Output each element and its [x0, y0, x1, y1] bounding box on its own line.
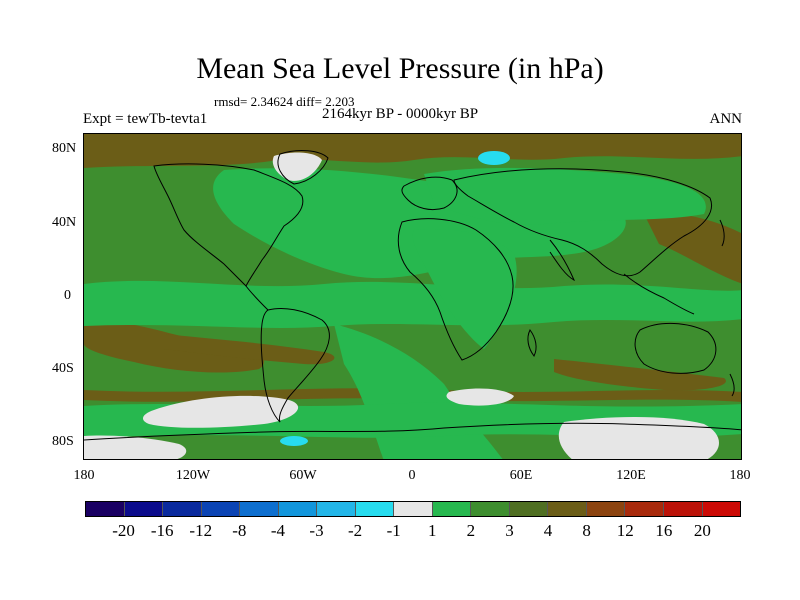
eurasia-green: [424, 167, 706, 225]
pressure-map: [83, 133, 742, 460]
southwest-white-patch: [84, 435, 187, 459]
asia-coast: [453, 168, 712, 277]
colorbar-swatch: [702, 502, 741, 516]
colorbar-swatch: [240, 502, 279, 516]
colorbar-label: -8: [232, 521, 247, 540]
central-america-coast: [245, 285, 269, 311]
stats-label: rmsd= 2.34624 diff= 2.203: [214, 94, 355, 109]
x-tick-180-west: 180: [73, 468, 95, 483]
colorbar-label: 3: [505, 521, 514, 540]
colorbar-swatch: [124, 502, 164, 516]
colorbar-label: 4: [543, 521, 553, 540]
arctic-cyan-patch: [478, 151, 510, 165]
europe-coast: [401, 176, 458, 211]
south-pacific-white-patch: [142, 395, 299, 428]
x-tick-180-east: 180: [729, 468, 751, 483]
colorbar-swatch: [394, 502, 433, 516]
colorbar-swatch: [586, 502, 626, 516]
colorbar-swatch: [163, 502, 202, 516]
colorbar-swatch: [509, 502, 549, 516]
experiment-label: Expt = tewTb-tevta1: [83, 111, 208, 127]
colorbar-label: 20: [693, 521, 711, 540]
colorbar-label: 1: [428, 521, 437, 540]
plot-title: Mean Sea Level Pressure (in hPa): [196, 52, 604, 85]
madagascar-coast: [527, 329, 537, 357]
colorbar-swatch: [625, 502, 664, 516]
season-label: ANN: [709, 111, 743, 127]
x-tick-0: 0: [408, 468, 416, 483]
y-tick-40s: 40S: [52, 361, 74, 376]
new-zealand-coast: [729, 373, 735, 397]
australia-coast: [634, 322, 717, 374]
colorbar-label: -20: [112, 521, 135, 540]
colorbar-label: 16: [655, 521, 673, 540]
colorbar-label: 8: [582, 521, 591, 540]
southeast-asia-coast: [623, 273, 695, 315]
colorbar-swatch: [278, 502, 318, 516]
colorbar-label: -12: [189, 521, 213, 540]
japan-coast: [719, 219, 725, 247]
greenland-coast: [277, 150, 329, 185]
x-tick-120e: 120E: [616, 468, 646, 483]
colorbar-label: -4: [270, 521, 286, 540]
plot-subtitle: 2164kyr BP - 0000kyr BP: [321, 106, 479, 122]
x-tick-60e: 60E: [509, 468, 533, 483]
arctic-brown-band: [84, 134, 741, 168]
antarctic-white-patch: [558, 417, 719, 459]
north-america-coast: [153, 163, 304, 287]
south-america-coast: [260, 307, 330, 423]
colorbar-swatch: [663, 502, 703, 516]
colorbar: [85, 501, 741, 517]
colorbar-label: 12: [616, 521, 634, 540]
y-tick-80n: 80N: [52, 141, 77, 156]
greenland-white-patch: [272, 152, 322, 181]
antarctica-coast: [84, 422, 741, 441]
colorbar-swatch: [86, 502, 125, 516]
x-tick-60w: 60W: [289, 468, 317, 483]
colorbar-label: -3: [309, 521, 324, 540]
y-tick-40n: 40N: [52, 215, 77, 230]
y-tick-0: 0: [64, 288, 71, 303]
antarctic-cyan-patch: [280, 436, 308, 446]
map-canvas: [84, 134, 741, 459]
india-coast: [549, 239, 575, 282]
colorbar-swatch: [432, 502, 472, 516]
north-pacific-brown: [644, 213, 741, 284]
y-tick-80s: 80S: [52, 434, 74, 449]
colorbar-label: -1: [386, 521, 401, 540]
colorbar-swatch: [471, 502, 510, 516]
x-tick-120w: 120W: [175, 468, 211, 483]
indian-ocean-brown: [554, 359, 726, 391]
colorbar-label: 2: [466, 521, 476, 540]
africa-coast: [397, 218, 514, 361]
colorbar-label: -2: [348, 521, 363, 540]
colorbar-swatch: [201, 502, 241, 516]
tropical-green-band: [84, 280, 741, 328]
south-pacific-brown: [164, 334, 335, 365]
africa-green: [412, 229, 517, 349]
colorbar-swatch: [355, 502, 395, 516]
colorbar-swatch: [548, 502, 587, 516]
coastlines: [84, 150, 741, 441]
south-atlantic-white-patch: [446, 388, 514, 406]
colorbar-swatch: [317, 502, 356, 516]
colorbar-label: -16: [150, 521, 174, 540]
